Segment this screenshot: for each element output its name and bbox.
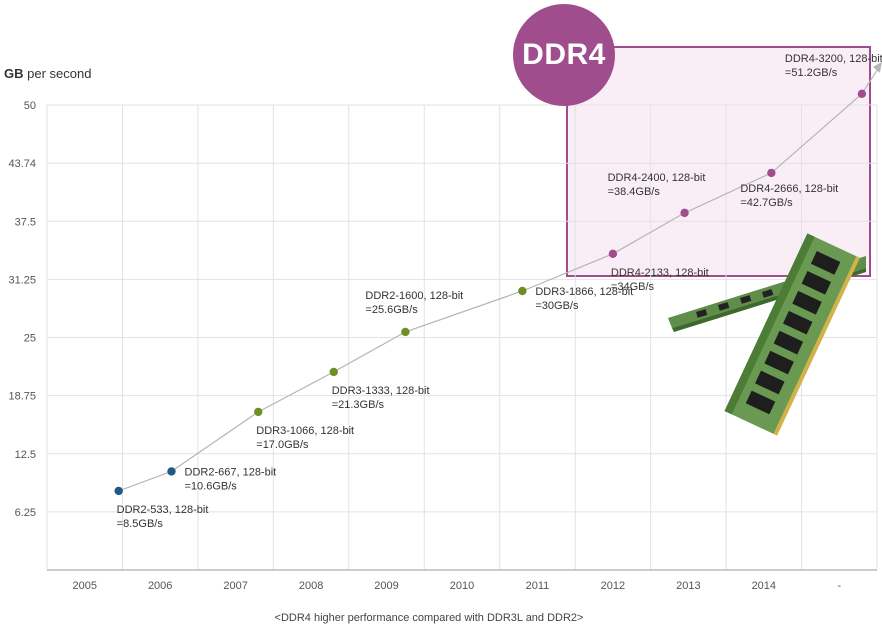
x-tick-label: 2007: [223, 580, 247, 592]
data-point-ddr3: [329, 367, 338, 377]
x-tick-label: 2005: [72, 580, 96, 592]
data-label-value: =17.0GB/s: [256, 439, 309, 451]
x-tick-label: -: [837, 580, 841, 592]
ram-modules-illustration: [668, 233, 866, 436]
data-point-ddr4: [680, 208, 689, 218]
x-tick-label: 2008: [299, 580, 323, 592]
x-tick-label: 2014: [752, 580, 776, 592]
y-tick-label: 50: [24, 100, 36, 112]
x-tick-label: 2006: [148, 580, 172, 592]
data-label-name: DDR4-3200, 128-bit: [785, 53, 882, 65]
data-label-value: =42.7GB/s: [740, 197, 793, 209]
y-tick-label: 25: [24, 333, 36, 345]
y-tick-label: 6.25: [15, 507, 36, 519]
trend-arrow-line: [861, 65, 881, 95]
y-axis-unit-label: GB per second: [4, 66, 91, 81]
x-tick-label: 2010: [450, 580, 474, 592]
data-label-name: DDR3-1333, 128-bit: [332, 385, 430, 397]
y-tick-label: 12.5: [15, 449, 36, 461]
data-label-name: DDR4-2133, 128-bit: [611, 267, 709, 279]
data-point-ddr4: [608, 249, 618, 258]
data-point-ddr3: [401, 327, 410, 337]
data-label-name: DDR3-1066, 128-bit: [256, 425, 354, 437]
y-axis-unit-rest: per second: [23, 66, 92, 81]
data-point-ddr2: [167, 467, 176, 476]
data-point-ddr4: [857, 89, 867, 99]
data-label-value: =10.6GB/s: [185, 480, 238, 492]
trend-line: [118, 93, 863, 492]
data-label-name: DDR2-533, 128-bit: [117, 504, 209, 516]
data-point-ddr2: [114, 486, 123, 496]
y-tick-label: 43.74: [8, 158, 36, 170]
data-label-value: =21.3GB/s: [332, 399, 385, 411]
ddr4-badge: DDR4: [513, 4, 615, 106]
data-label-name: DDR2-1600, 128-bit: [365, 290, 463, 302]
data-point-ddr3: [518, 286, 527, 296]
data-label-value: =25.6GB/s: [365, 304, 418, 316]
data-label-name: DDR4-2666, 128-bit: [740, 183, 838, 195]
x-tick-label: 2012: [601, 580, 625, 592]
x-tick-label: 2013: [676, 580, 700, 592]
x-tick-label: 2009: [374, 580, 398, 592]
data-label-name: DDR3-1866, 128-bit: [535, 286, 633, 298]
trend-arrow-head: [872, 61, 882, 73]
chart-caption: <DDR4 higher performance compared with D…: [274, 612, 584, 624]
data-label-value: =34GB/s: [611, 281, 655, 293]
y-tick-label: 18.75: [8, 391, 36, 403]
ddr4-highlight-box: [566, 46, 871, 277]
data-label-value: =38.4GB/s: [608, 186, 661, 198]
x-tick-label: 2011: [526, 580, 550, 592]
data-label-name: DDR4-2400, 128-bit: [608, 172, 706, 184]
data-point-ddr4: [767, 168, 776, 178]
y-tick-label: 31.25: [8, 274, 36, 286]
data-label-value: =8.5GB/s: [117, 518, 164, 530]
data-point-ddr3: [254, 407, 263, 417]
data-label-name: DDR2-667, 128-bit: [185, 466, 277, 478]
data-label-value: =51.2GB/s: [785, 67, 838, 79]
y-tick-label: 37.5: [15, 216, 36, 228]
ram-module-front: [724, 233, 860, 436]
y-axis-unit-bold: GB: [4, 66, 24, 81]
data-label-value: =30GB/s: [535, 300, 579, 312]
